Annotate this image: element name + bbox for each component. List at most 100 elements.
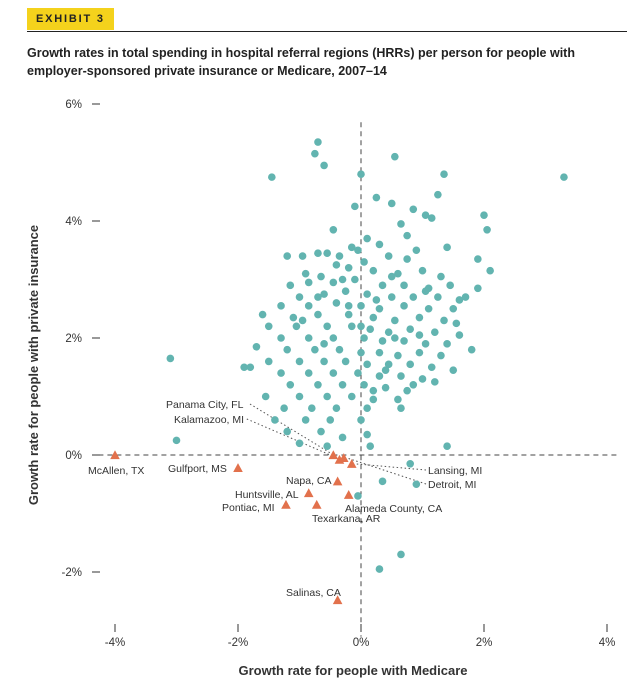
data-point: [434, 190, 442, 199]
data-point: [264, 322, 273, 331]
data-point: [298, 252, 307, 260]
data-point: [335, 252, 344, 260]
data-point: [455, 296, 464, 304]
data-point: [467, 345, 476, 354]
data-point: [283, 427, 292, 436]
data-point: [304, 369, 313, 377]
data-point: [271, 416, 279, 424]
data-point: [351, 202, 359, 211]
data-point: [323, 392, 331, 401]
data-point: [308, 404, 316, 413]
annotation-label: Panama City, FL: [166, 399, 244, 411]
data-point: [317, 427, 325, 436]
data-point: [412, 246, 421, 255]
data-point: [360, 334, 368, 342]
annotation-label: Napa, CA: [286, 475, 332, 487]
data-point: [406, 459, 415, 468]
annotation-label: Pontiac, MI: [222, 502, 275, 514]
data-point: [372, 193, 381, 202]
data-point: [369, 395, 378, 404]
data-point: [335, 345, 344, 354]
data-point: [403, 386, 411, 395]
data-point: [363, 404, 371, 413]
data-point: [366, 442, 375, 451]
data-point: [406, 360, 415, 369]
data-point: [394, 351, 402, 360]
data-point: [311, 345, 319, 354]
annotation-label: Huntsville, AL: [235, 489, 299, 501]
data-point: [277, 334, 285, 342]
highlighted-point: [303, 488, 314, 498]
data-point: [384, 360, 393, 369]
data-point: [329, 369, 338, 377]
data-point: [384, 328, 393, 336]
data-point: [387, 272, 396, 281]
highlighted-point: [311, 499, 322, 509]
data-point: [391, 316, 399, 325]
data-point: [341, 287, 350, 296]
data-point: [421, 211, 430, 219]
highlighted-point: [233, 463, 243, 472]
x-tick-label: -2%: [228, 637, 248, 649]
data-point: [304, 302, 313, 310]
data-point: [369, 313, 378, 322]
highlighted-point: [343, 489, 354, 499]
data-point: [449, 366, 458, 374]
data-point: [298, 316, 307, 325]
data-point: [347, 322, 356, 331]
data-point: [415, 348, 424, 357]
data-point: [381, 383, 390, 392]
data-point: [304, 278, 313, 287]
data-point: [301, 416, 310, 424]
data-point: [455, 331, 464, 339]
data-point: [314, 310, 322, 319]
highlighted-point: [332, 476, 343, 486]
highlighted-point: [338, 453, 349, 463]
leader-line: [346, 457, 427, 485]
data-point: [347, 243, 356, 252]
data-point: [375, 565, 384, 573]
data-point: [372, 296, 381, 304]
data-point: [329, 225, 338, 234]
data-point: [172, 436, 181, 445]
data-point: [329, 334, 338, 342]
data-point: [449, 304, 458, 313]
data-point: [283, 345, 292, 354]
data-point: [314, 293, 322, 301]
leader-lines-layer: [246, 403, 427, 485]
data-point: [329, 278, 338, 287]
data-point: [344, 310, 353, 319]
x-tick-label: 0%: [353, 637, 370, 649]
data-point: [394, 269, 402, 278]
data-point: [446, 281, 454, 290]
data-point: [338, 433, 347, 442]
data-point: [434, 293, 442, 301]
data-point: [166, 354, 175, 363]
data-point: [397, 372, 405, 380]
annotation-label: Alameda County, CA: [345, 503, 442, 515]
data-point: [486, 266, 494, 275]
data-point: [304, 334, 313, 342]
data-point: [341, 357, 350, 366]
chart-title: Growth rates in total spending in hospit…: [27, 46, 575, 78]
data-point: [332, 261, 341, 269]
data-point: [403, 255, 411, 263]
data-point: [461, 293, 470, 301]
highlighted-point: [281, 499, 291, 509]
data-point: [363, 290, 371, 298]
leader-line: [246, 418, 337, 459]
data-point: [400, 337, 408, 345]
data-point: [289, 313, 298, 322]
data-point: [338, 275, 347, 284]
data-point: [258, 310, 267, 319]
data-point: [391, 152, 399, 161]
data-point: [357, 416, 365, 424]
data-point: [394, 395, 402, 404]
data-point: [406, 325, 415, 334]
data-point: [387, 199, 396, 208]
data-point: [474, 284, 482, 293]
data-point: [437, 351, 445, 360]
data-point: [378, 281, 387, 290]
data-point: [252, 342, 261, 351]
